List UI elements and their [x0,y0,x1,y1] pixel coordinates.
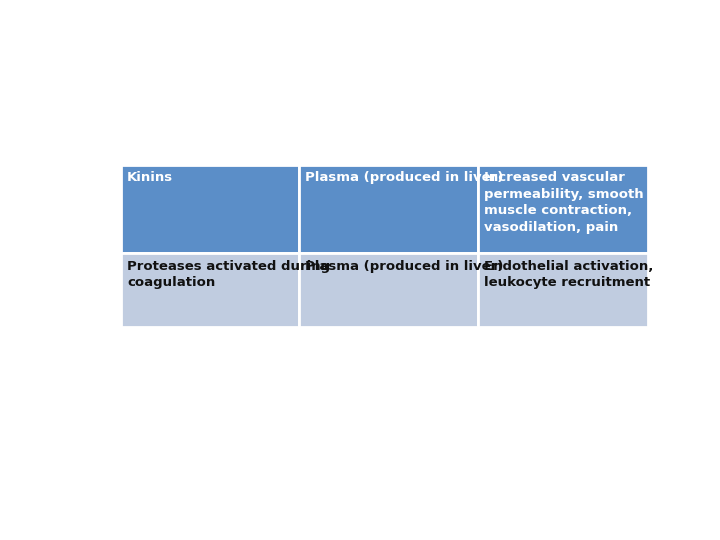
Bar [477,165,648,253]
Bar [300,165,477,253]
Text: Kinins: Kinins [127,171,174,184]
Text: Plasma (produced in liver): Plasma (produced in liver) [305,260,504,273]
Bar [300,253,477,327]
Bar [121,253,300,327]
Text: Endothelial activation,
leukocyte recruitment: Endothelial activation, leukocyte recrui… [484,260,653,289]
Text: Increased vascular
permeability, smooth
muscle contraction,
vasodilation, pain: Increased vascular permeability, smooth … [484,171,644,234]
Bar [477,253,648,327]
Text: Proteases activated during
coagulation: Proteases activated during coagulation [127,260,330,289]
Bar [121,165,300,253]
Text: Plasma (produced in liver): Plasma (produced in liver) [305,171,504,184]
